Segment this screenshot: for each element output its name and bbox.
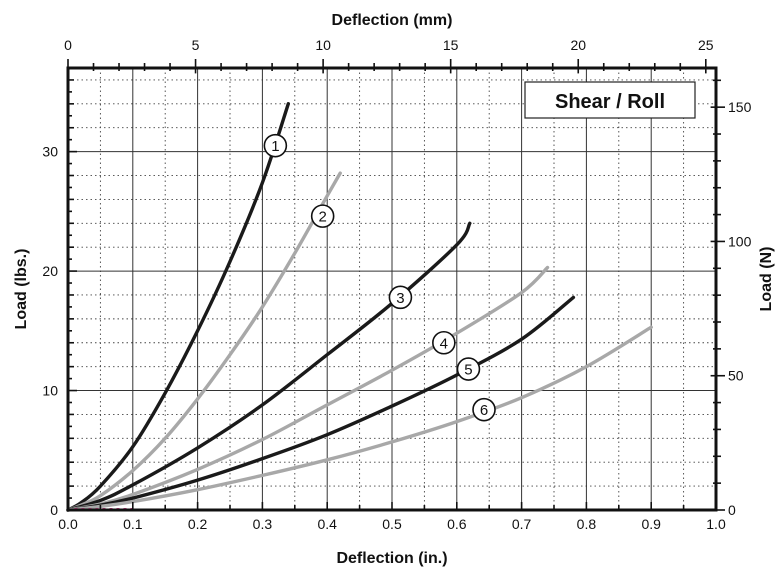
x-tick-label: 1.0	[706, 516, 726, 532]
x-tick-label: 0.4	[317, 516, 337, 532]
y-tick-label: 10	[42, 383, 58, 399]
y-right-tick-label: 50	[728, 368, 744, 384]
series-line-4	[66, 265, 550, 512]
y-axis-title: Load (lbs.)	[13, 249, 30, 330]
curve-label-6: 6	[480, 402, 488, 419]
curve-label-2: 2	[318, 209, 326, 226]
series-5: 5	[66, 295, 576, 512]
legend-label: Shear / Roll	[555, 91, 665, 113]
y-tick-label: 20	[42, 263, 58, 279]
curve-label-4: 4	[440, 335, 448, 352]
series-line-6	[66, 325, 653, 512]
series-line-2	[66, 171, 342, 512]
y-right-tick-label: 100	[728, 233, 752, 249]
x-axis-top-title: Deflection (mm)	[332, 12, 453, 29]
curve-label-3: 3	[396, 290, 404, 307]
curve-marker-3	[388, 285, 413, 310]
x-tick-label: 0.7	[512, 516, 532, 532]
legend-box: Shear / Roll	[524, 81, 696, 119]
series-6: 6	[66, 325, 653, 512]
curve-marker-4	[432, 330, 456, 355]
y-axis-right-title: Load (N)	[758, 247, 775, 312]
curve-label-5: 5	[464, 362, 472, 379]
curve-layer: 1 2 3 45 6	[66, 102, 653, 512]
curve-marker-5	[456, 357, 481, 381]
series-line-1	[66, 102, 290, 512]
x-tick-label: 0.9	[641, 516, 661, 532]
legend-frame	[524, 81, 696, 119]
x-tick-label: 0.0	[58, 516, 78, 532]
x-tick-label: 0.6	[447, 516, 467, 532]
x-top-tick-label: 5	[192, 37, 200, 53]
x-top-tick-label: 0	[64, 37, 72, 53]
x-tick-label: 0.8	[577, 516, 597, 532]
x-tick-label: 0.1	[123, 516, 143, 532]
x-top-tick-label: 25	[698, 37, 714, 53]
tick-marks	[67, 59, 725, 511]
y-right-tick-label: 150	[728, 99, 752, 115]
grid-lines	[68, 68, 716, 510]
x-tick-label: 0.2	[188, 516, 208, 532]
x-top-tick-label: 10	[315, 37, 331, 53]
series-4: 4	[66, 265, 550, 512]
x-tick-label: 0.3	[253, 516, 273, 532]
curve-marker-6	[472, 397, 496, 422]
series-2: 2	[66, 171, 342, 512]
tick-labels: 0.0 0.1 0.2 0.3 0.4 0.5 0.6 0.7 0.8 0.9 1.00 5 10 15 2…	[42, 37, 751, 532]
y-tick-label: 0	[50, 502, 58, 518]
curve-label-1: 1	[271, 138, 279, 155]
curve-marker-1	[263, 133, 288, 158]
series-line-3	[66, 221, 472, 512]
x-tick-label: 0.5	[382, 516, 402, 532]
y-tick-label: 30	[42, 144, 58, 160]
x-axis-title: Deflection (in.)	[336, 550, 447, 567]
plot-frame	[66, 66, 718, 512]
x-top-tick-label: 20	[570, 37, 586, 53]
y-right-tick-label: 0	[728, 502, 736, 518]
series-3: 3	[66, 221, 472, 512]
curve-marker-2	[310, 204, 335, 228]
series-line-5	[66, 295, 576, 512]
x-top-tick-label: 15	[443, 37, 459, 53]
series-1: 1	[66, 102, 290, 512]
